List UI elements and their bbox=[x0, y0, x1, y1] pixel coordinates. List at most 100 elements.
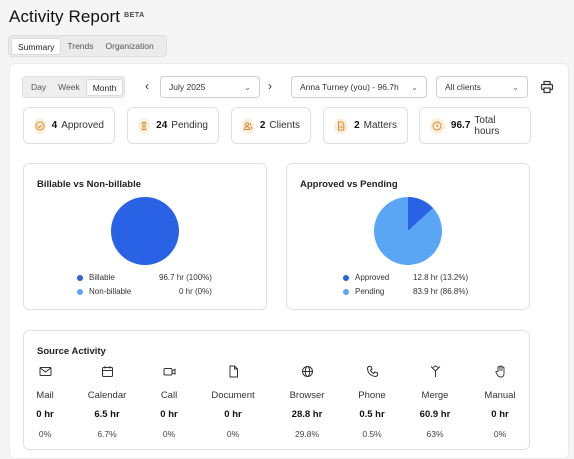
period-week[interactable]: Week bbox=[58, 81, 80, 92]
stat-value: 4 bbox=[51, 120, 58, 131]
mail-icon bbox=[39, 367, 51, 376]
legend-pending: Pending 83.9 hr (86.8%) bbox=[343, 287, 483, 296]
chevron-down-icon: ⌄ bbox=[244, 82, 251, 92]
calendar-icon bbox=[101, 366, 113, 377]
print-icon[interactable] bbox=[540, 80, 554, 94]
source-hours: 0 hr bbox=[36, 409, 54, 420]
video-icon bbox=[163, 368, 175, 376]
legend-dot bbox=[343, 288, 349, 295]
legend-value: 96.7 hr (100%) bbox=[159, 273, 212, 282]
stat-approved: 4 Approved bbox=[23, 107, 115, 144]
legend-value: 0 hr (0%) bbox=[179, 287, 212, 296]
legend-dot bbox=[77, 274, 83, 281]
source-hours: 0 hr bbox=[160, 409, 178, 420]
stat-label: Approved bbox=[61, 120, 104, 131]
stat-label: Total hours bbox=[474, 114, 500, 137]
billable-card-title: Billable vs Non-billable bbox=[37, 179, 141, 190]
source-pct: 29.8% bbox=[294, 429, 320, 439]
source-hours: 0 hr bbox=[491, 409, 509, 420]
source-name: Phone bbox=[358, 390, 386, 401]
source-name: Mail bbox=[36, 390, 54, 401]
chevron-down-icon: ⌄ bbox=[512, 82, 519, 92]
source-merge: Merge 60.9 hr 63% bbox=[403, 365, 467, 439]
source-calendar: Calendar 6.5 hr 6.7% bbox=[75, 365, 139, 439]
legend-dot bbox=[343, 274, 349, 281]
phone-icon bbox=[366, 366, 378, 378]
source-hours: 0.5 hr bbox=[359, 409, 385, 420]
stat-value: 96.7 bbox=[450, 120, 471, 131]
prev-month-button[interactable]: ‹ bbox=[145, 79, 149, 93]
source-hours: 60.9 hr bbox=[419, 409, 451, 420]
clock-icon bbox=[430, 117, 445, 134]
pie-slice-pending bbox=[374, 197, 442, 265]
stat-value: 24 bbox=[156, 120, 168, 131]
stat-label: Clients bbox=[269, 120, 300, 131]
view-tabs: Summary Trends Organization bbox=[8, 35, 167, 57]
period-day[interactable]: Day bbox=[31, 81, 47, 92]
tab-organization[interactable]: Organization bbox=[105, 40, 154, 51]
legend-billable: Billable 96.7 hr (100%) bbox=[77, 273, 217, 282]
month-select-value: July 2025 bbox=[169, 82, 206, 92]
next-month-button[interactable]: › bbox=[268, 79, 272, 93]
source-pct: 0.5% bbox=[362, 429, 382, 439]
beta-badge: BETA bbox=[124, 12, 145, 19]
month-select[interactable]: July 2025 ⌄ bbox=[160, 76, 260, 98]
page-title: Activity Report bbox=[9, 7, 121, 26]
period-month[interactable]: Month bbox=[85, 78, 124, 96]
stat-label: Pending bbox=[171, 120, 208, 131]
source-pct: 0% bbox=[38, 429, 52, 439]
source-browser: Browser 28.8 hr 29.8% bbox=[275, 365, 339, 439]
stat-label: Matters bbox=[363, 120, 397, 131]
source-activity-card bbox=[23, 330, 530, 450]
approved-card-title: Approved vs Pending bbox=[300, 179, 398, 190]
page-header: Activity Report BETA bbox=[9, 7, 145, 27]
source-hours: 28.8 hr bbox=[291, 409, 323, 420]
legend-value: 83.9 hr (86.8%) bbox=[413, 287, 469, 296]
legend-label: Approved bbox=[355, 273, 390, 282]
chevron-down-icon: ⌄ bbox=[411, 82, 418, 92]
legend-label: Billable bbox=[89, 273, 115, 282]
period-toggle: Day Week Month bbox=[22, 76, 125, 98]
merge-icon bbox=[430, 365, 440, 377]
stat-value: 2 bbox=[354, 120, 360, 131]
source-phone: Phone 0.5 hr 0.5% bbox=[340, 365, 404, 439]
source-activity-title: Source Activity bbox=[37, 346, 106, 357]
legend-dot bbox=[77, 288, 83, 295]
source-name: Calendar bbox=[87, 390, 127, 401]
tab-trends[interactable]: Trends bbox=[67, 40, 94, 51]
pie-slice-approved bbox=[408, 197, 434, 231]
source-name: Browser bbox=[289, 390, 325, 401]
globe-icon bbox=[301, 366, 313, 377]
check-circle-icon bbox=[34, 117, 46, 134]
source-document: Document 0 hr 0% bbox=[201, 365, 265, 439]
legend-approved: Approved 12.8 hr (13.2%) bbox=[343, 273, 483, 282]
client-select-value: All clients bbox=[445, 82, 481, 92]
source-name: Call bbox=[160, 390, 178, 401]
legend-value: 12.8 hr (13.2%) bbox=[413, 273, 469, 282]
file-icon bbox=[229, 365, 238, 378]
stat-matters: 2 Matters bbox=[323, 107, 408, 144]
source-pct: 6.7% bbox=[97, 429, 117, 439]
stat-clients: 2 Clients bbox=[231, 107, 311, 144]
stat-total-hours: 96.7 Total hours bbox=[419, 107, 531, 144]
stat-value: 2 bbox=[259, 120, 266, 131]
document-icon bbox=[334, 117, 349, 134]
legend-label: Non-billable bbox=[89, 287, 132, 296]
source-pct: 0% bbox=[493, 429, 507, 439]
source-pct: 0% bbox=[162, 429, 176, 439]
hourglass-icon bbox=[138, 117, 151, 134]
source-hours: 0 hr bbox=[224, 409, 242, 420]
source-manual: Manual 0 hr 0% bbox=[468, 365, 532, 439]
users-icon bbox=[242, 117, 254, 134]
tab-summary[interactable]: Summary bbox=[11, 37, 62, 55]
user-select[interactable]: Anna Turney (you) - 96.7h ⌄ bbox=[291, 76, 427, 98]
source-pct: 63% bbox=[426, 429, 444, 439]
source-call: Call 0 hr 0% bbox=[137, 365, 201, 439]
legend-label: Pending bbox=[355, 287, 385, 296]
client-select[interactable]: All clients ⌄ bbox=[436, 76, 528, 98]
stat-pending: 24 Pending bbox=[127, 107, 219, 144]
source-mail: Mail 0 hr 0% bbox=[13, 365, 77, 439]
source-name: Merge bbox=[421, 390, 449, 401]
user-select-value: Anna Turney (you) - 96.7h bbox=[300, 82, 399, 92]
pie-slice-billable bbox=[111, 197, 179, 265]
